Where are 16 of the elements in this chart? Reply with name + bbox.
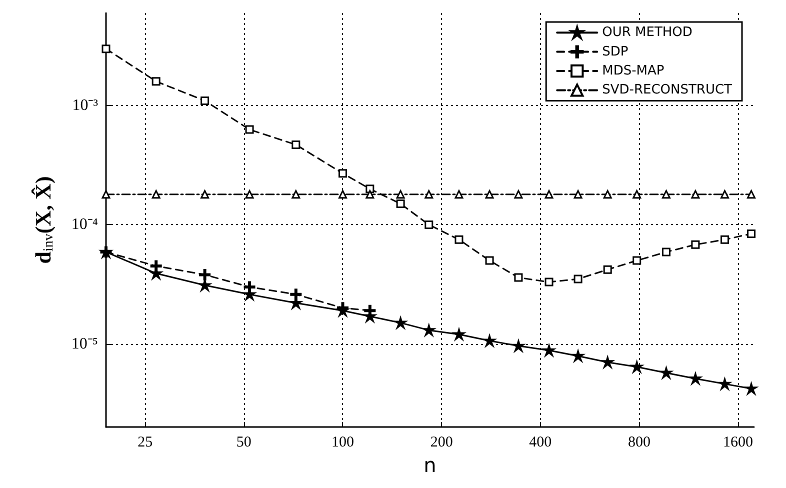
x-tick-label: 50	[236, 434, 252, 450]
y-tick-label: 10⁻⁴	[71, 216, 98, 234]
y-axis-title: dinv(X, X̂)	[30, 176, 56, 264]
legend-label: MDS-MAP	[602, 64, 664, 78]
legend-label: OUR METHOD	[602, 25, 692, 40]
x-tick-label: 25	[138, 434, 153, 450]
legend-label: SDP	[602, 44, 628, 60]
x-tick-label: 1600	[723, 434, 754, 450]
x-tick-label: 100	[332, 434, 354, 450]
x-tick-label: 200	[430, 434, 453, 450]
legend-label: SVD-RECONSTRUCT	[602, 82, 732, 98]
y-tick-label: 10⁻⁵	[71, 335, 98, 352]
x-axis-title: n	[424, 453, 436, 477]
x-tick-label: 800	[628, 434, 650, 450]
x-tick-label: 400	[529, 434, 552, 450]
y-tick-label: 10⁻³	[72, 97, 98, 114]
